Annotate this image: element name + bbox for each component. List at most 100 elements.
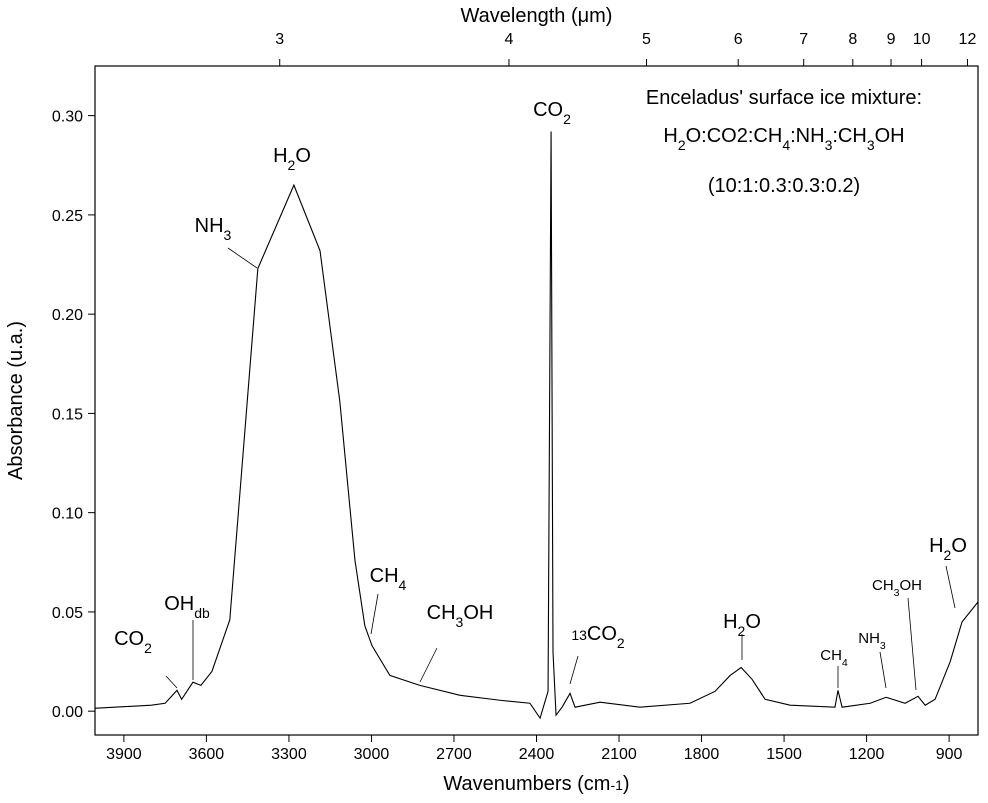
peak-annotation-part: CO [533,99,563,121]
x-axis-title-part: -1 [610,777,623,793]
x2-tick-label: 4 [505,31,514,48]
x-axis-title: Wavenumbers (cm-1) [443,773,629,795]
peak-annotation: H2O [723,611,761,639]
inset-line-part: O:CO2:CH [686,125,783,147]
annotation-leader [165,675,178,689]
x-tick-label: 1800 [684,746,720,763]
inset-line-part: 3 [867,137,875,153]
inset-line-part: 2 [678,137,686,153]
y-tick-label: 0.30 [52,109,83,126]
peak-annotation: CH3OH [427,602,494,630]
annotation-leader [419,647,438,683]
y-tick-label: 0.00 [52,704,83,721]
peak-annotation: CH4 [820,647,848,669]
peak-annotation-part: 2 [144,640,152,656]
x2-tick-label: 6 [734,31,743,48]
peak-annotation: NH3 [195,215,232,243]
peak-annotation: H2O [929,535,967,563]
peak-annotation-part: NH [858,630,880,647]
plot-frame [94,65,979,736]
peak-annotation-part: H [929,535,943,557]
x2-tick-label: 12 [959,31,977,48]
peak-annotation-part: 2 [738,623,746,639]
peak-annotation-part: 4 [399,577,407,593]
inset-line-part: :NH [790,125,824,147]
peak-annotation: 13CO2 [571,623,625,651]
peak-annotation-part: 3 [880,640,886,652]
x2-tick-label: 7 [799,31,808,48]
x-tick-label: 3000 [354,746,390,763]
peak-annotation-part: O [295,145,311,167]
peak-annotation-part: 2 [563,111,571,127]
inset-title: Enceladus' surface ice mixture: [646,87,922,109]
inset-line-part: OH [875,125,905,147]
annotation-leader [227,247,258,269]
peak-annotation-part: 2 [617,635,625,651]
x-tick-label: 3900 [106,746,142,763]
peak-annotation-part: H [273,145,287,167]
y-axis-title-part: Absorbance (u.a.) [5,321,27,480]
spectrum-line [95,131,979,720]
peak-annotation-part: 3 [224,227,232,243]
x2-tick-label: 5 [642,31,651,48]
peak-annotation-part: CH [872,577,894,594]
peak-annotation-part: CO [587,623,617,645]
peak-annotation: CO2 [533,99,571,127]
inset-line-part: :CH [832,125,866,147]
peak-annotation-part: CH [820,647,842,664]
annotation-leader [370,593,379,635]
peak-annotation-part: OH [164,593,194,615]
peak-annotation-part: 3 [456,614,464,630]
peak-annotation-part: NH [195,215,224,237]
x-axis-title-part: ) [623,773,630,795]
x-axis-title-part: Wavenumbers (cm [443,773,610,795]
peak-annotation-part: 13 [571,627,587,643]
x-tick-label: 1500 [766,746,802,763]
inset-line-part: (10:1:0.3:0.3:0.2) [708,175,860,197]
peak-annotation: CO2 [114,628,152,656]
x-tick-label: 900 [936,746,963,763]
y-tick-label: 0.20 [52,307,83,324]
x2-tick-label: 8 [848,31,857,48]
x2-tick-label: 9 [887,31,896,48]
annotation-leader [945,565,956,609]
peak-annotation: H2O [273,145,311,173]
x-tick-label: 1200 [849,746,885,763]
inset-line-part: 4 [782,137,790,153]
y-tick-label: 0.05 [52,605,83,622]
x-tick-label: 2700 [436,746,472,763]
peak-annotation: CH4 [370,565,407,593]
x-tick-label: 2100 [601,746,637,763]
y-tick-label: 0.15 [52,406,83,423]
peak-annotation-part: O [745,611,761,633]
inset-title-part: Enceladus' surface ice mixture: [646,87,922,109]
peak-annotation-part: 3 [894,587,900,599]
peak-annotation-part: H [723,611,737,633]
x2-axis-title-part: m) [589,5,612,27]
peak-annotation-part: OH [463,602,493,624]
inset-line: (10:1:0.3:0.3:0.2) [708,175,860,197]
inset-line-part: 3 [825,137,833,153]
y-tick-label: 0.25 [52,208,83,225]
x-tick-label: 2400 [519,746,555,763]
x2-axis-title: Wavelength (μm) [461,5,613,27]
x2-axis-title-part: Wavelength ( [461,5,578,27]
x-tick-label: 3300 [271,746,307,763]
annotation-leader [907,597,917,691]
peak-annotation-part: db [194,605,210,621]
inset-line-part: H [663,125,677,147]
y-axis-title: Absorbance (u.a.) [5,321,27,480]
annotation-leader [879,651,887,689]
peak-annotation: CH3OH [872,577,922,599]
annotation-leader [569,655,579,685]
peak-annotation-part: 4 [842,657,848,669]
peak-annotation-part: OH [900,577,923,594]
peak-annotation-part: CH [427,602,456,624]
x2-tick-label: 10 [913,31,931,48]
peak-annotation-part: CH [370,565,399,587]
peak-annotation-part: 2 [288,157,296,173]
peak-annotation: NH3 [858,630,886,652]
inset-line: H2O:CO2:CH4:NH3:CH3OH [663,125,904,153]
peak-annotation-part: CO [114,628,144,650]
